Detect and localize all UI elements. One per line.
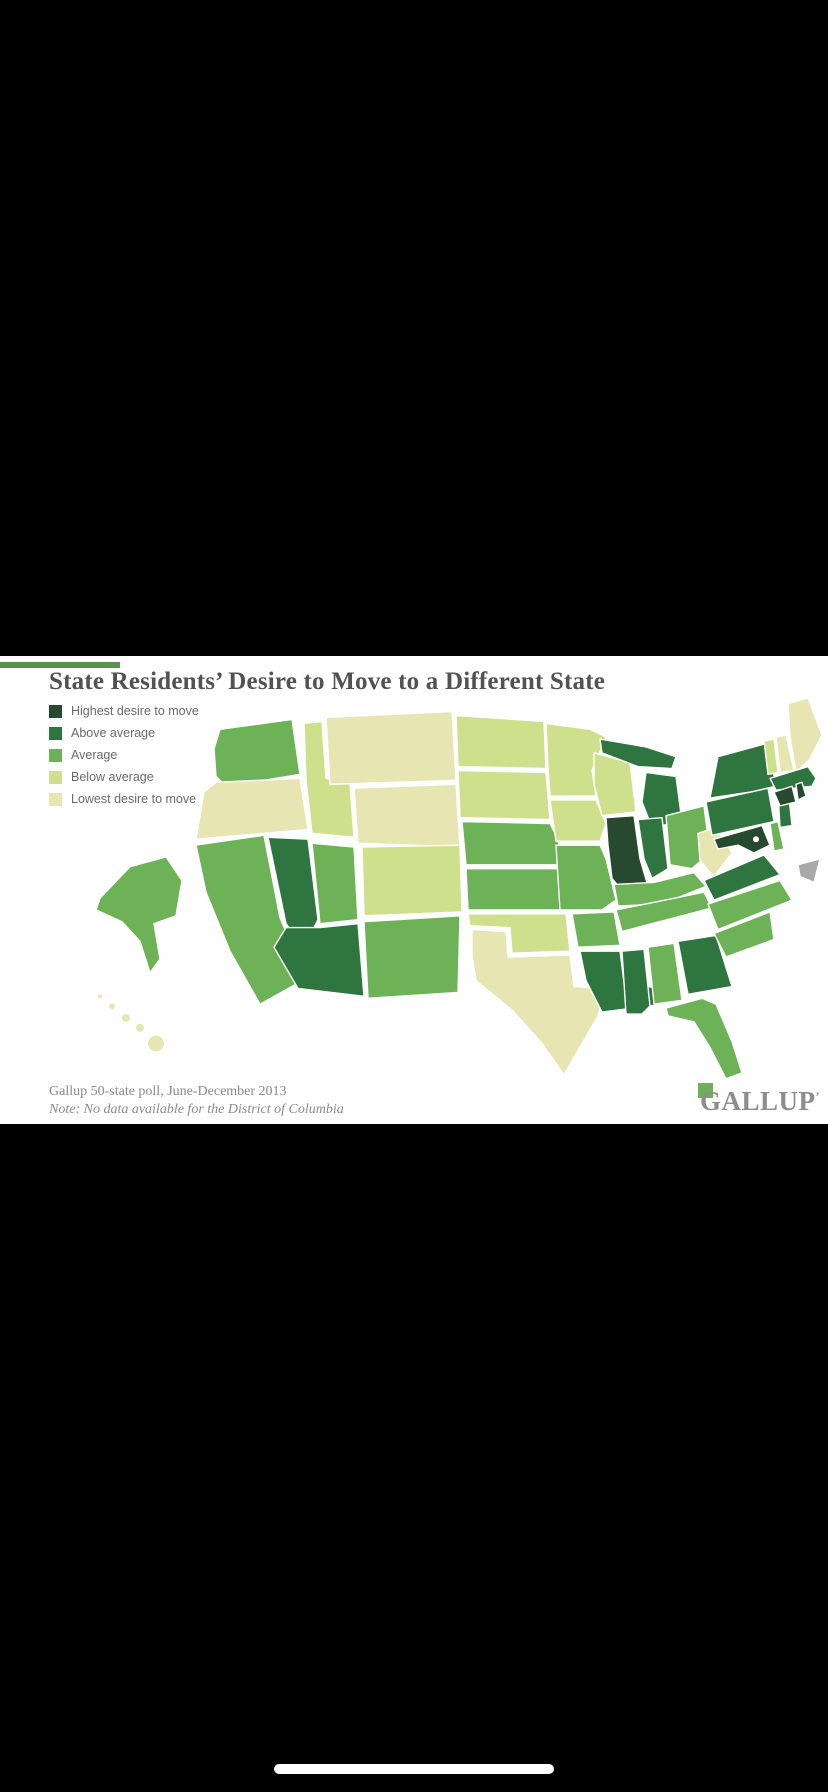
home-indicator[interactable] bbox=[274, 1764, 554, 1774]
legend-swatch-highest bbox=[49, 704, 62, 718]
state-KY bbox=[613, 871, 707, 907]
state-CT bbox=[773, 785, 797, 807]
legend-label: Above average bbox=[71, 726, 156, 740]
state-AR bbox=[571, 911, 621, 948]
state-MD bbox=[713, 824, 771, 854]
state-MS bbox=[621, 948, 651, 1015]
legend-item-average: Average bbox=[49, 744, 199, 766]
state-IA bbox=[549, 799, 607, 842]
note-text: Note: No data available for the District… bbox=[49, 1102, 344, 1117]
state-AZ bbox=[273, 922, 365, 998]
source-text: Gallup 50-state poll, June-December 2013 bbox=[49, 1084, 287, 1099]
chart-title: State Residents’ Desire to Move to a Dif… bbox=[49, 668, 606, 695]
legend-label: Average bbox=[71, 748, 118, 762]
state-MA bbox=[769, 765, 817, 791]
legend-swatch-lowest bbox=[49, 792, 62, 806]
state-MT bbox=[325, 710, 457, 785]
legend-swatch-below_average bbox=[49, 770, 62, 784]
state-ME bbox=[787, 697, 823, 774]
state-OK bbox=[467, 913, 571, 954]
legend-item-highest: Highest desire to move bbox=[49, 700, 199, 722]
state-DE bbox=[769, 820, 785, 852]
state-SD bbox=[457, 769, 551, 821]
state-SC bbox=[713, 911, 775, 958]
state-VA bbox=[703, 854, 781, 901]
state-ID bbox=[303, 720, 355, 838]
state-IN bbox=[637, 816, 669, 880]
state-ND bbox=[455, 714, 547, 770]
legend-item-below_average: Below average bbox=[49, 766, 199, 788]
legend-label: Below average bbox=[71, 770, 154, 784]
legend-item-above_average: Above average bbox=[49, 722, 199, 744]
state-MO bbox=[555, 844, 617, 911]
legend-swatch-above_average bbox=[49, 726, 62, 740]
state-RI bbox=[795, 781, 807, 801]
choropleth-map bbox=[95, 697, 823, 1080]
state-AK bbox=[95, 856, 183, 974]
state-TX bbox=[471, 928, 605, 1076]
state-HI bbox=[98, 994, 164, 1052]
legend-label: Lowest desire to move bbox=[71, 792, 197, 806]
state-KS bbox=[465, 868, 567, 911]
gallup-logo-trademark: ’ bbox=[815, 1089, 820, 1103]
green-accent-bar bbox=[0, 662, 120, 668]
state-NC bbox=[707, 879, 793, 931]
state-WY bbox=[353, 783, 461, 848]
state-UT bbox=[311, 842, 359, 925]
gallup-logo: GALLUP’ bbox=[700, 1086, 820, 1117]
state-AL bbox=[647, 942, 683, 1005]
state-OR bbox=[195, 777, 309, 840]
state-NE bbox=[461, 820, 563, 866]
brand-green-square-icon bbox=[698, 1083, 713, 1098]
legend-item-lowest: Lowest desire to move bbox=[49, 788, 199, 810]
dc-location-dot bbox=[753, 836, 759, 843]
state-FL bbox=[665, 997, 743, 1080]
state-CO bbox=[361, 844, 463, 917]
state-NM bbox=[363, 915, 461, 999]
state-WA bbox=[213, 718, 301, 787]
state-GA bbox=[677, 934, 733, 996]
state-VT bbox=[763, 738, 779, 776]
legend-swatch-average bbox=[49, 748, 62, 762]
legend: Highest desire to move Above average Avera… bbox=[49, 700, 199, 810]
gallup-logo-text: GALLUP bbox=[699, 1086, 816, 1116]
dc-no-data-arrow-icon bbox=[797, 858, 821, 884]
state-MI bbox=[599, 738, 677, 770]
state-CA bbox=[195, 834, 307, 1005]
legend-label: Highest desire to move bbox=[71, 704, 199, 718]
gallup-chart-card: State Residents’ Desire to Move to a Dif… bbox=[0, 656, 828, 1124]
